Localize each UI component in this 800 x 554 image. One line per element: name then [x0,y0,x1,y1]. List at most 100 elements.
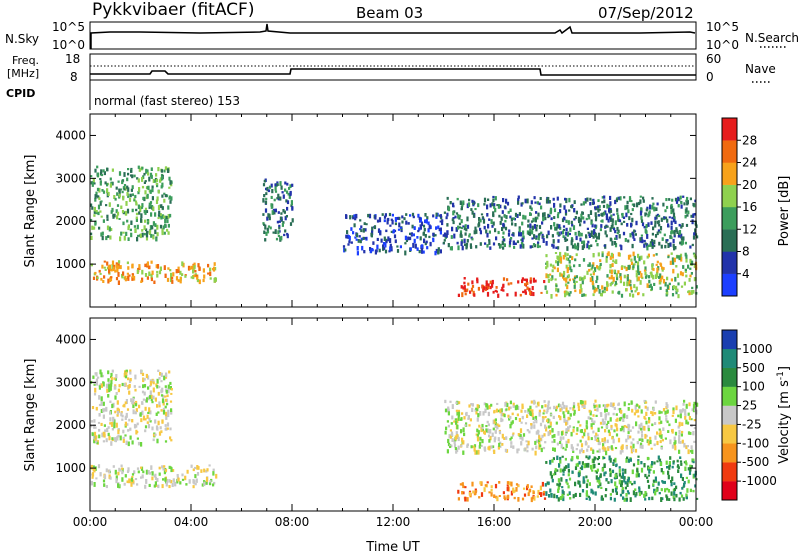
velocity-echo-cell [587,462,590,468]
velocity-echo-cell [672,410,675,415]
velocity-echo-cell [587,436,590,441]
velocity-echo-cell [550,413,553,416]
velocity-echo-cell [444,399,447,404]
velocity-echo-cell [490,485,493,489]
velocity-echo-cell [497,445,500,450]
velocity-echo-cell [592,422,595,425]
freq-panel: Freq. [MHz] 18 8 60 0 Nave [7,52,776,84]
velocity-echo-cell [641,444,644,449]
velocity-echo-cell [607,403,610,407]
power-echo-cell [549,263,552,267]
power-echo-cell [474,226,477,231]
velocity-echo-cell [91,476,94,479]
power-echo-cell [599,228,602,232]
power-echo-cell [680,204,683,209]
velocity-echo-cell [553,439,556,443]
velocity-echo-cell [678,434,681,440]
power-echo-cell [558,224,561,229]
power-echo-cell [617,196,620,200]
power-echo-cell [118,190,121,195]
power-echo-cell [97,195,100,199]
velocity-echo-cell [585,475,588,479]
velocity-echo-cell [488,439,491,443]
velocity-echo-cell [134,374,137,380]
velocity-echo-cell [100,422,103,426]
velocity-echo-cell [531,447,534,451]
velocity-echo-cell [637,415,640,418]
velocity-echo-cell [647,474,650,477]
power-echo-cell [661,275,664,280]
velocity-echo-cell [560,431,564,436]
power-echo-cell [522,235,525,238]
power-echo-cell [676,288,679,292]
power-echo-cell [145,168,148,174]
power-echo-cell [101,235,104,241]
power-echo-cell [345,215,348,219]
power-echo-cell [597,252,600,257]
velocity-echo-cell [500,411,503,417]
power-echo-cell [161,175,164,181]
power-echo-cell [463,226,466,231]
velocity-echo-cell [160,380,163,383]
velocity-echo-cell [539,485,542,491]
power-echo-cell [595,280,598,284]
velocity-echo-cell [135,408,138,413]
power-echo-cell [520,241,524,247]
velocity-echo-cell [693,440,696,443]
power-echo-cell [120,205,123,209]
velocity-echo-cell [538,412,541,417]
velocity-echo-cell [559,468,562,473]
power-echo-cell [116,204,120,207]
velocity-echo-cell [91,433,94,437]
cpid-row: CPID normal (fast stereo) 153 [6,80,240,110]
power-echo-cell [95,211,98,215]
velocity-echo-cell [494,421,497,426]
power-echo-cell [437,225,440,229]
velocity-echo-cell [604,471,607,475]
power-ytick-label: 2000 [55,214,86,228]
power-echo-cell [596,236,599,240]
nsky-tick-low: 10^0 [52,38,85,52]
power-echo-cell [686,201,689,206]
velocity-echo-cell [561,401,565,406]
velocity-echo-cell [146,414,149,419]
power-echo-cell [678,230,682,235]
power-echo-cell [457,245,460,251]
velocity-echo-cell [626,456,629,459]
power-echo-cell [679,253,683,258]
power-echo-cell [685,199,688,203]
velocity-echo-cell [520,441,523,446]
velocity-echo-cell [626,425,629,429]
power-echo-cell [566,231,569,237]
power-echo-cell [412,242,415,248]
velocity-echo-cell [544,404,547,408]
power-echo-cell [635,270,638,273]
velocity-echo-cell [170,439,173,442]
power-echo-cell [640,215,643,220]
velocity-echo-cell [130,477,133,482]
velocity-echo-cell [151,400,154,404]
velocity-echo-cell [456,411,459,416]
power-echo-cell [93,182,96,185]
velocity-echo-cell [497,437,500,442]
velocity-echo-cell [158,466,161,470]
velocity-echo-cell [624,468,627,474]
power-echo-cell [684,252,687,257]
power-echo-cell [625,266,628,272]
power-echo-cell [437,247,440,252]
velocity-echo-cell [106,388,109,393]
velocity-echo-cell [115,478,118,484]
velocity-echo-cell [455,431,458,436]
velocity-echo-cell [141,474,144,479]
velocity-echo-cell [125,371,128,377]
velocity-echo-cell [142,384,145,389]
velocity-echo-cell [498,495,501,497]
power-echo-cell [669,242,672,247]
power-echo-cell [284,188,287,192]
power-echo-cell [131,273,134,276]
power-echo-cell [644,228,647,233]
velocity-echo-cell [583,463,586,469]
power-echo-cell [520,202,523,207]
velocity-echo-cell [647,427,650,432]
